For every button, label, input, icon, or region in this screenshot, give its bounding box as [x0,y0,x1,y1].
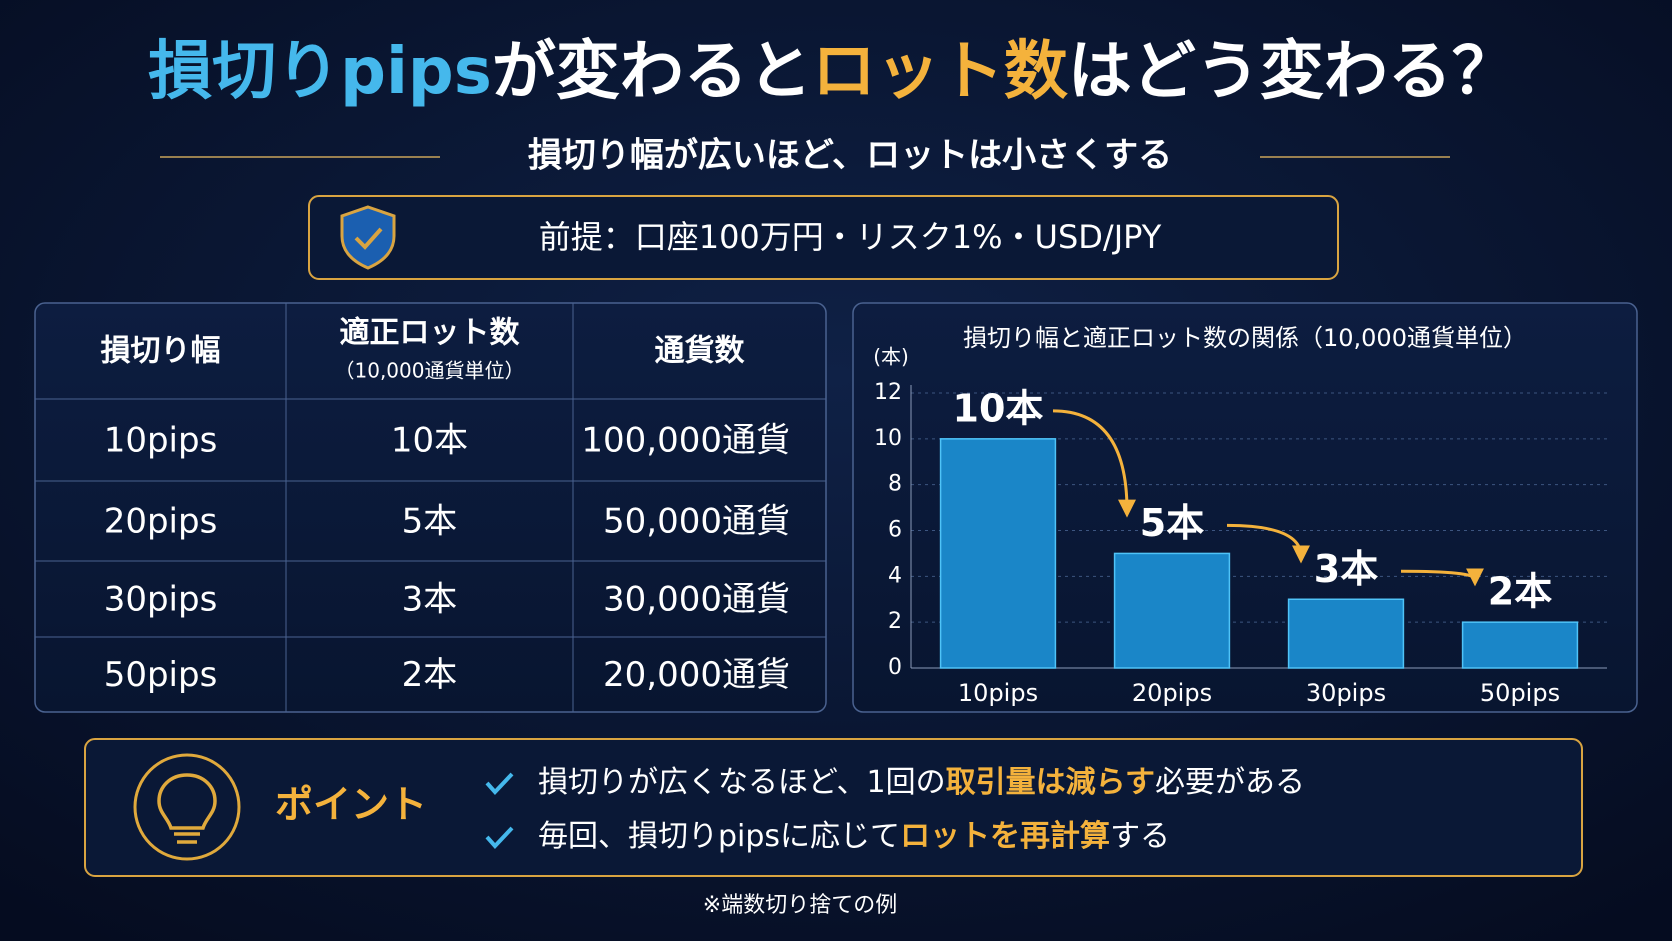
table-cell: 2本 [402,655,458,695]
y-tick-label: 2 [888,609,902,634]
table-cell: 20pips [104,502,218,542]
table-cell: 30pips [104,580,218,620]
x-tick-label: 50pips [1480,679,1560,707]
y-tick-label: 0 [888,655,902,680]
subtitle: 損切り幅が広いほど、ロットは小さくする [528,136,1172,176]
column-header: 通貨数 [655,334,746,369]
table-cell: 30,000通貨 [603,580,790,620]
value-label: 10本 [953,386,1044,430]
premise-box [308,195,1339,280]
x-tick-label: 30pips [1306,679,1386,707]
title-part: が変わると [492,35,812,109]
point-text: 毎回、損切りpipsに応じて [538,819,900,854]
point-item: 毎回、損切りpipsに応じてロットを再計算する [538,819,1170,854]
x-tick-label: 20pips [1132,679,1212,707]
bulb-icon [157,773,217,844]
point-item: 損切りが広くなるほど、1回の取引量は減らす必要がある [538,765,1305,800]
table-cell: 50pips [104,655,218,695]
title-part: ロット数 [812,35,1068,109]
y-axis-label: (本) [873,345,909,369]
trend-arrow [1400,568,1484,587]
table-cell: 50,000通貨 [603,502,790,542]
trend-arrow [1226,523,1310,564]
value-label: 2本 [1488,570,1552,614]
y-tick-label: 12 [874,380,902,405]
column-header: 損切り幅 [101,334,221,369]
premise: 前提：口座100万円・リスク1%・USD/JPY [539,218,1162,256]
check-icon [354,227,383,250]
bulb-ring [133,753,241,861]
point-text: する [1110,819,1170,854]
table-panel [34,302,827,713]
y-tick-label: 4 [888,563,902,588]
value-label: 5本 [1140,501,1204,545]
point-heading: ポイント [275,783,427,827]
table-cell: 3本 [402,580,458,620]
point-text: 必要がある [1155,765,1305,800]
table-cell: 5本 [402,502,458,542]
table-cell: 20,000通貨 [603,655,790,695]
table-cell: 100,000通貨 [581,421,790,461]
bar [1461,621,1579,669]
bar [1287,598,1405,669]
chart-title: 損切り幅と適正ロット数の関係（10,000通貨単位） [963,324,1527,352]
table-cell: 10本 [391,421,468,461]
footnote: ※端数切り捨ての例 [703,893,897,918]
bar [1113,552,1231,669]
title-part: はどう変わる？ [1068,35,1516,109]
point-box [84,738,1583,877]
x-tick-label: 10pips [958,679,1038,707]
title: 損切りpipsが変わるとロット数はどう変わる？ [148,35,1516,109]
check-mark [485,826,514,849]
y-tick-label: 10 [874,426,902,451]
y-tick-label: 6 [888,518,902,543]
y-tick-label: 8 [888,472,902,497]
point-text: 取引量は減らす [946,765,1155,800]
point-text: 損切りが広くなるほど、1回の [538,765,946,800]
check-mark [485,772,514,795]
column-note: （10,000通貨単位） [335,359,525,383]
column-header: 適正ロット数 [340,316,521,351]
point-text: ロットを再計算 [900,819,1110,854]
title-part: 損切りpips [148,35,492,109]
bar [939,438,1057,669]
shield-icon [340,205,396,270]
table-cell: 10pips [104,421,218,461]
trend-arrow [1052,409,1136,518]
value-label: 3本 [1314,547,1378,591]
